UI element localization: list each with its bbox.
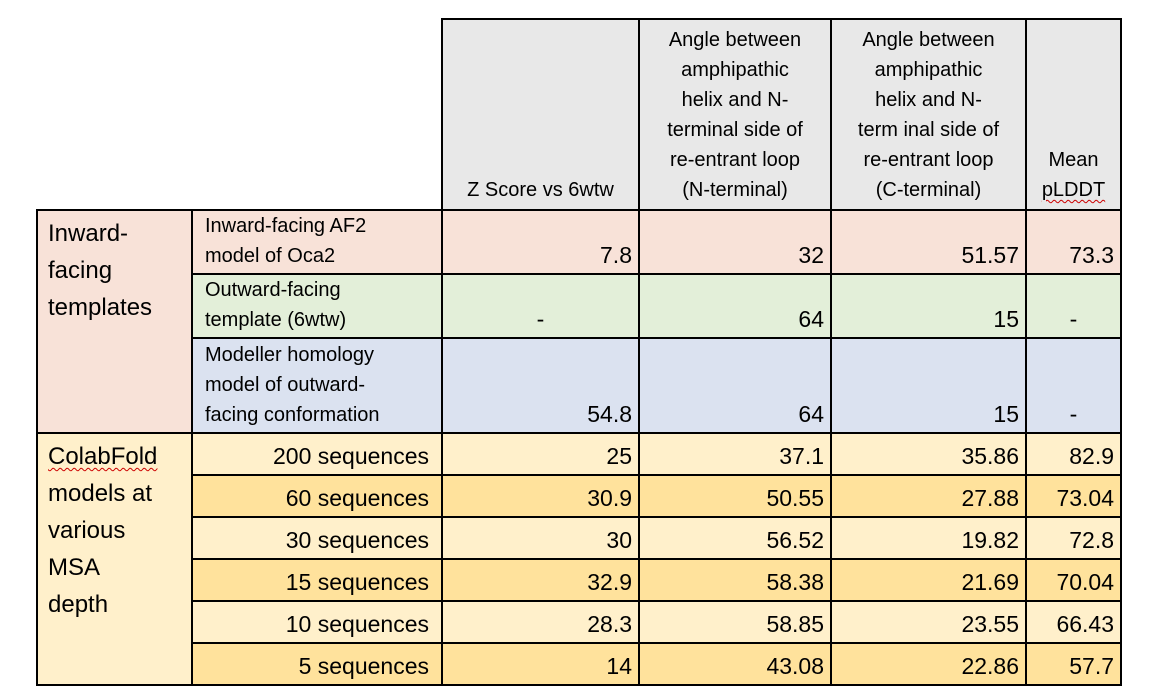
zscore-cell: 54.8 xyxy=(441,337,640,434)
table-row: 30 sequences 30 56.52 19.82 72.8 xyxy=(37,516,1122,560)
row-label: 5 sequences xyxy=(191,642,443,686)
angle-c-cell: 15 xyxy=(830,337,1027,434)
table-row: 10 sequences 28.3 58.85 23.55 66.43 xyxy=(37,600,1122,644)
row-label: 30 sequences xyxy=(191,516,443,560)
header-angle-c-terminal: Angle between amphipathic helix and N- t… xyxy=(830,18,1027,211)
zscore-cell: 28.3 xyxy=(441,600,640,644)
angle-n-cell: 43.08 xyxy=(638,642,832,686)
table-row: Outward-facing template (6wtw) - 64 15 - xyxy=(37,273,1122,339)
row-label: Inward-facing AF2 model of Oca2 xyxy=(191,209,443,275)
table-row: Modeller homology model of outward- faci… xyxy=(37,337,1122,434)
row-label: Outward-facing template (6wtw) xyxy=(191,273,443,339)
angle-n-cell: 58.38 xyxy=(638,558,832,602)
angle-c-cell: 27.88 xyxy=(830,474,1027,518)
plddt-cell: 73.04 xyxy=(1025,474,1122,518)
angle-n-cell: 32 xyxy=(638,209,832,275)
angle-c-cell: 23.55 xyxy=(830,600,1027,644)
row-label: 60 sequences xyxy=(191,474,443,518)
plddt-cell: 73.3 xyxy=(1025,209,1122,275)
angle-n-cell: 58.85 xyxy=(638,600,832,644)
header-row: Z Score vs 6wtw Angle between amphipathi… xyxy=(37,18,1122,211)
row-label: 200 sequences xyxy=(191,432,443,476)
plddt-cell: 57.7 xyxy=(1025,642,1122,686)
row-label: 15 sequences xyxy=(191,558,443,602)
angle-n-cell: 50.55 xyxy=(638,474,832,518)
table-row: Inward- facing templates Inward-facing A… xyxy=(36,209,1122,434)
row-label: Modeller homology model of outward- faci… xyxy=(191,337,443,434)
angle-c-cell: 35.86 xyxy=(830,432,1027,476)
plddt-cell: - xyxy=(1025,273,1122,339)
zscore-cell: 30 xyxy=(441,516,640,560)
zscore-cell: 25 xyxy=(441,432,640,476)
plddt-cell: 82.9 xyxy=(1025,432,1122,476)
angle-n-cell: 64 xyxy=(638,337,832,434)
plddt-cell: - xyxy=(1025,337,1122,434)
table-row: 5 sequences 14 43.08 22.86 57.7 xyxy=(37,642,1122,686)
header-blank-cell xyxy=(37,19,442,210)
header-angle-n-terminal: Angle between amphipathic helix and N- t… xyxy=(638,18,832,211)
plddt-cell: 70.04 xyxy=(1025,558,1122,602)
table-row: ColabFold models at various MSA depth 20… xyxy=(36,432,1122,686)
plddt-cell: 66.43 xyxy=(1025,600,1122,644)
angle-c-cell: 15 xyxy=(830,273,1027,339)
table-row: 60 sequences 30.9 50.55 27.88 73.04 xyxy=(37,474,1122,518)
results-table: Z Score vs 6wtw Angle between amphipathi… xyxy=(36,18,1122,686)
angle-n-cell: 37.1 xyxy=(638,432,832,476)
zscore-cell: 32.9 xyxy=(441,558,640,602)
zscore-cell: 14 xyxy=(441,642,640,686)
table-row: 15 sequences 32.9 58.38 21.69 70.04 xyxy=(37,558,1122,602)
plddt-cell: 72.8 xyxy=(1025,516,1122,560)
angle-n-cell: 56.52 xyxy=(638,516,832,560)
row-label: 10 sequences xyxy=(191,600,443,644)
zscore-cell: 7.8 xyxy=(441,209,640,275)
angle-n-cell: 64 xyxy=(638,273,832,339)
angle-c-cell: 19.82 xyxy=(830,516,1027,560)
group-label-colabfold-models: ColabFold models at various MSA depth xyxy=(36,432,193,686)
group-label-inward-templates: Inward- facing templates xyxy=(36,209,193,434)
header-mean-plddt: Mean pLDDT xyxy=(1025,18,1122,211)
header-zscore: Z Score vs 6wtw xyxy=(441,18,640,211)
zscore-cell: 30.9 xyxy=(441,474,640,518)
angle-c-cell: 22.86 xyxy=(830,642,1027,686)
zscore-cell: - xyxy=(441,273,640,339)
angle-c-cell: 21.69 xyxy=(830,558,1027,602)
angle-c-cell: 51.57 xyxy=(830,209,1027,275)
